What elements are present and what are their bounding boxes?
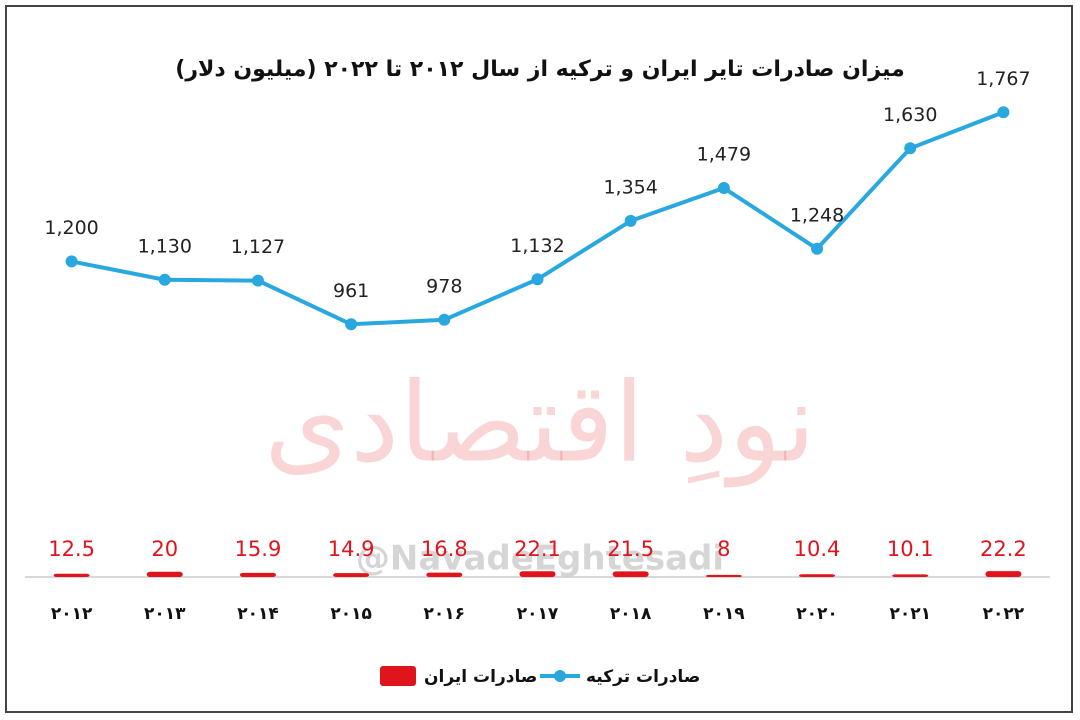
bar xyxy=(53,573,90,577)
bar-value-label: 16.8 xyxy=(421,537,468,561)
line-point xyxy=(531,273,544,286)
bar xyxy=(892,574,929,577)
x-tick-label: ۲۰۱۲ xyxy=(51,604,93,624)
watermark: نودِ اقتصادی xyxy=(264,358,816,487)
line-value-label: 961 xyxy=(333,280,369,302)
bar-value-label: 21.5 xyxy=(607,537,654,561)
line-value-label: 1,200 xyxy=(44,217,98,239)
line-value-label: 1,130 xyxy=(138,235,192,257)
line-value-label: 1,630 xyxy=(883,104,937,126)
x-tick-label: ۲۰۱۷ xyxy=(517,604,559,624)
bar-value-label: 22.2 xyxy=(980,537,1027,561)
line-value-label: 1,127 xyxy=(231,236,285,258)
x-tick-label: ۲۰۱۵ xyxy=(330,604,372,624)
x-tick-label: ۲۰۱۸ xyxy=(610,604,652,624)
line-value-label: 1,132 xyxy=(510,235,564,257)
line-point xyxy=(251,274,264,287)
bar xyxy=(333,573,370,577)
chart-title: میزان صادرات تایر ایران و ترکیه از سال ۲… xyxy=(175,57,904,82)
line xyxy=(71,110,1005,327)
frame xyxy=(5,5,1073,713)
line-point xyxy=(904,142,917,155)
line-value-label: 1,248 xyxy=(790,204,844,226)
bar-value-label: 12.5 xyxy=(48,537,95,561)
line-point xyxy=(158,273,171,286)
line-value-label: 1,767 xyxy=(976,68,1030,90)
bar xyxy=(146,571,183,577)
bar xyxy=(799,574,836,577)
bar-value-label: 8 xyxy=(717,537,730,561)
bar xyxy=(519,571,556,577)
bar xyxy=(239,572,276,577)
x-tick-label: ۲۰۲۱ xyxy=(889,604,931,624)
line-point xyxy=(717,182,730,195)
bar-value-label: 20 xyxy=(151,537,178,561)
x-tick-label: ۲۰۱۴ xyxy=(237,604,279,624)
bar xyxy=(426,572,463,577)
line-point xyxy=(624,214,637,227)
line-point xyxy=(811,242,824,255)
bar-value-label: 22.1 xyxy=(514,537,561,561)
line-point xyxy=(438,313,451,326)
legend-swatch-marker xyxy=(554,670,566,682)
x-tick-label: ۲۰۲۲ xyxy=(983,604,1025,624)
bar-value-label: 10.1 xyxy=(887,537,934,561)
x-tick-label: ۲۰۱۹ xyxy=(703,604,745,624)
line-point xyxy=(65,255,78,268)
legend-label: صادرات ایران xyxy=(424,667,537,687)
legend-label: صادرات ترکیه xyxy=(586,667,700,687)
bar xyxy=(985,571,1022,577)
bar-value-label: 14.9 xyxy=(328,537,375,561)
line-point xyxy=(345,318,358,331)
line-value-label: 1,479 xyxy=(697,144,751,166)
bar xyxy=(705,574,742,577)
line-value-label: 1,354 xyxy=(603,176,657,198)
x-tick-label: ۲۰۱۶ xyxy=(424,604,466,624)
x-tick-label: ۲۰۲۰ xyxy=(796,604,838,624)
legend-swatch xyxy=(380,666,416,686)
x-tick-label: ۲۰۱۳ xyxy=(144,604,186,624)
bar xyxy=(612,571,649,577)
bar-value-label: 10.4 xyxy=(794,537,841,561)
line-point xyxy=(997,106,1010,119)
bar-value-label: 15.9 xyxy=(235,537,282,561)
line-value-label: 978 xyxy=(426,275,462,297)
